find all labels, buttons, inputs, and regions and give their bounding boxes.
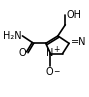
Text: =N: =N bbox=[71, 37, 86, 47]
Text: H₂N: H₂N bbox=[3, 31, 22, 41]
Text: OH: OH bbox=[66, 10, 81, 20]
Text: O: O bbox=[19, 48, 26, 58]
Text: −: − bbox=[53, 67, 60, 76]
Text: N: N bbox=[46, 48, 53, 58]
Text: +: + bbox=[53, 45, 60, 54]
Text: O: O bbox=[46, 67, 53, 77]
